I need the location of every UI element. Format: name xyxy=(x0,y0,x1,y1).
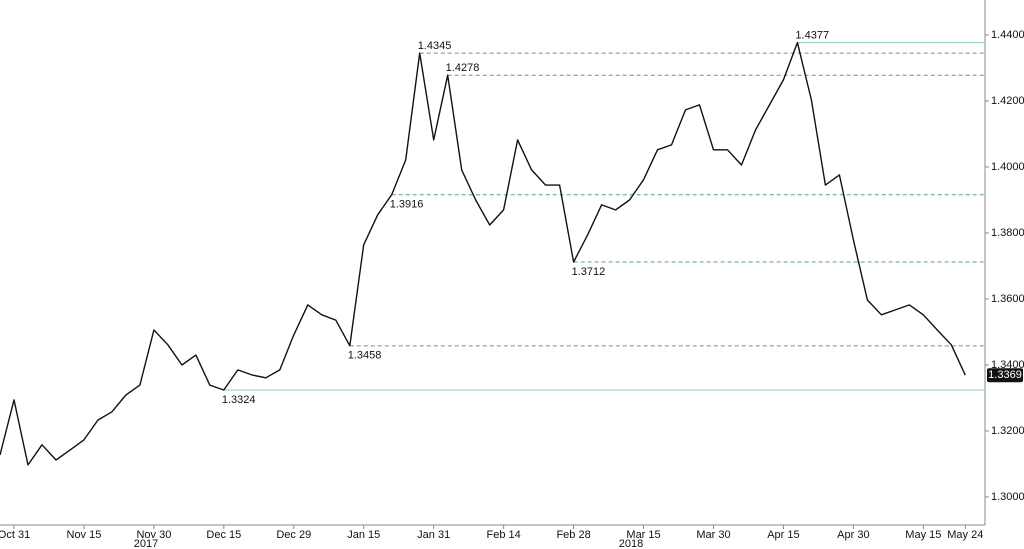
x-tick-label: Dec 29 xyxy=(276,529,311,541)
level-label: 1.4345 xyxy=(418,40,452,52)
x-tick-label: Jan 15 xyxy=(347,529,380,541)
y-tick-label: 1.3600 xyxy=(991,293,1024,305)
x-tick-label: Dec 15 xyxy=(206,529,241,541)
x-tick-label: Feb 28 xyxy=(556,529,590,541)
x-tick-label: Apr 30 xyxy=(837,529,869,541)
level-label: 1.4278 xyxy=(446,62,480,74)
y-tick-label: 1.3000 xyxy=(991,491,1024,503)
last-price-label: 1.3369 xyxy=(988,369,1022,381)
year-label: 2018 xyxy=(619,538,643,549)
y-tick-label: 1.3800 xyxy=(991,227,1024,239)
x-tick-label: May 24 xyxy=(947,529,983,541)
level-label: 1.3712 xyxy=(572,266,606,278)
x-tick-label: Mar 15 xyxy=(626,529,660,541)
year-label: 2017 xyxy=(134,538,158,549)
level-label: 1.4377 xyxy=(795,29,829,41)
last-price-tag xyxy=(987,368,1023,383)
level-label: 1.3458 xyxy=(348,350,382,362)
y-tick-label: 1.3200 xyxy=(991,425,1024,437)
y-tick-label: 1.4400 xyxy=(991,29,1024,41)
y-tick-label: 1.4000 xyxy=(991,161,1024,173)
x-tick-label: Mar 30 xyxy=(696,529,730,541)
x-tick-label: May 15 xyxy=(905,529,941,541)
price-line xyxy=(0,41,966,466)
y-tick-label: 1.4200 xyxy=(991,95,1024,107)
x-tick-label: Apr 15 xyxy=(767,529,799,541)
x-tick-label: Feb 14 xyxy=(487,529,521,541)
level-label: 1.3324 xyxy=(222,394,256,406)
x-tick-label: Nov 30 xyxy=(136,529,171,541)
y-tick-label: 1.3400 xyxy=(991,359,1024,371)
x-tick-label: Nov 15 xyxy=(67,529,102,541)
x-tick-label: Oct 31 xyxy=(0,529,30,541)
level-label: 1.3916 xyxy=(390,199,424,211)
x-tick-label: Jan 31 xyxy=(417,529,450,541)
